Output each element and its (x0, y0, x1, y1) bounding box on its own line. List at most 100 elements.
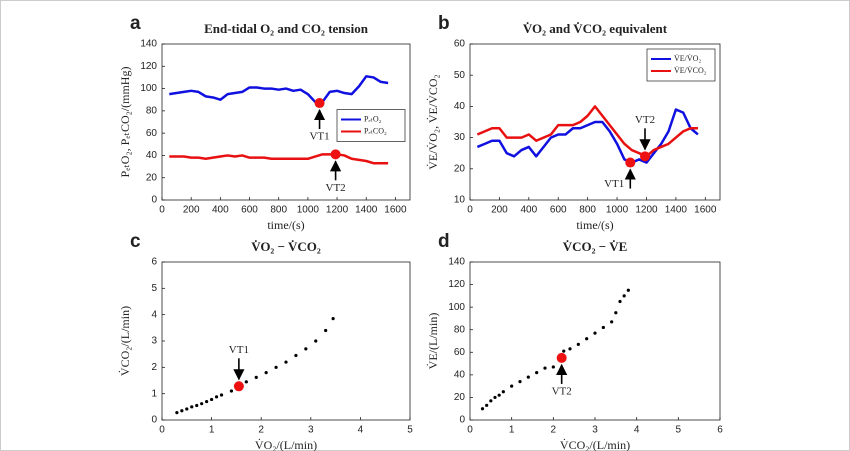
panel-label: b (438, 13, 450, 34)
y-tick-label: 120 (140, 61, 157, 72)
y-tick-label: 0 (459, 415, 465, 426)
data-point (219, 393, 224, 397)
x-tick-label: 4 (634, 425, 640, 436)
data-line (169, 75, 389, 104)
data-point (210, 397, 214, 402)
y-tick-label: 30 (454, 132, 466, 143)
y-tick-label: 40 (454, 369, 466, 380)
data-point (284, 360, 288, 364)
data-point (568, 347, 572, 351)
data-point (614, 311, 618, 315)
annotation-label: VT2 (635, 114, 655, 126)
data-point (331, 317, 335, 321)
y-tick-label: 100 (140, 83, 157, 94)
data-point (485, 403, 489, 407)
chart-title: V̇O₂ and V̇CO₂ equivalent (523, 21, 668, 36)
y-tick-label: 80 (454, 324, 466, 335)
annotation-point (556, 352, 567, 363)
panel-label: c (130, 231, 141, 252)
legend-label: V̇E/V̇CO₂ (674, 65, 707, 75)
x-tick-label: 3 (308, 425, 314, 436)
y-tick-label: 40 (454, 101, 466, 112)
data-line (476, 105, 698, 158)
annotation-point (233, 381, 244, 392)
x-axis-label: time/(s) (267, 218, 304, 232)
y-tick-label: 3 (151, 336, 157, 347)
data-point (535, 371, 539, 375)
data-point (190, 405, 194, 409)
chart-title: End-tidal O₂ and CO₂ tension (204, 21, 369, 36)
y-tick-label: 80 (146, 105, 158, 116)
data-point (200, 402, 204, 406)
data-point (601, 325, 605, 330)
chart-title: V̇CO₂ − V̇E (563, 239, 628, 254)
axes-box (161, 261, 411, 421)
x-axis-label: V̇CO₂/(L/min) (560, 438, 630, 451)
data-point (489, 399, 493, 403)
annotation-point (625, 157, 636, 168)
legend-label: PₑₜCO₂ (364, 126, 387, 135)
panel-label: a (130, 13, 141, 34)
y-tick-label: 20 (454, 392, 466, 403)
data-point (185, 407, 189, 411)
data-point (518, 380, 522, 384)
x-tick-label: 400 (520, 205, 537, 216)
data-point (175, 411, 179, 415)
data-point (180, 409, 184, 413)
data-point (622, 294, 626, 298)
data-point (543, 366, 547, 370)
x-tick-label: 2 (551, 425, 557, 436)
y-tick-label: 4 (151, 309, 157, 320)
chart-title: V̇O₂ − V̇CO₂ (251, 239, 321, 254)
data-point (229, 389, 234, 393)
y-tick-label: 2 (151, 362, 157, 373)
x-tick-label: 0 (467, 425, 473, 436)
y-tick-label: 100 (448, 302, 465, 313)
data-point (576, 342, 580, 346)
data-point (626, 288, 630, 292)
legend-box (646, 48, 716, 82)
data-point (493, 395, 497, 400)
y-tick-label: 6 (151, 257, 157, 268)
x-tick-label: 800 (270, 205, 287, 216)
y-tick-label: 20 (146, 172, 158, 183)
y-tick-label: 140 (448, 257, 465, 268)
data-point (610, 320, 614, 324)
x-tick-label: 5 (676, 425, 682, 436)
x-tick-label: 1400 (665, 205, 688, 216)
data-point (510, 384, 514, 388)
x-tick-label: 1600 (694, 205, 717, 216)
y-tick-label: 60 (454, 39, 466, 50)
x-tick-label: 200 (491, 205, 508, 216)
data-point (501, 390, 505, 394)
annotation-label: VT2 (326, 182, 346, 194)
annotation-point (330, 149, 341, 160)
x-tick-label: 0 (467, 205, 473, 216)
x-tick-label: 1400 (355, 205, 378, 216)
data-point (585, 337, 589, 341)
y-tick-label: 1 (151, 388, 157, 399)
x-tick-label: 800 (579, 205, 596, 216)
data-point (314, 339, 318, 343)
data-point (324, 328, 328, 333)
data-point (593, 331, 597, 335)
x-tick-label: 5 (407, 425, 413, 436)
x-tick-label: 0 (159, 205, 165, 216)
legend-label: PₑₜO₂ (364, 114, 382, 123)
y-tick-label: 20 (454, 163, 466, 174)
data-point (274, 365, 278, 369)
data-point (254, 375, 258, 379)
y-tick-label: 120 (448, 279, 465, 290)
data-point (244, 380, 248, 384)
x-tick-label: 1600 (384, 205, 407, 216)
panel-label: d (438, 231, 450, 252)
data-point (618, 299, 622, 304)
x-tick-label: 1200 (326, 205, 349, 216)
x-tick-label: 0 (159, 425, 165, 436)
x-tick-label: 4 (358, 425, 364, 436)
y-tick-label: 10 (454, 195, 466, 206)
annotation-label: VT1 (604, 178, 624, 190)
data-point (304, 347, 308, 351)
data-point (526, 375, 530, 379)
